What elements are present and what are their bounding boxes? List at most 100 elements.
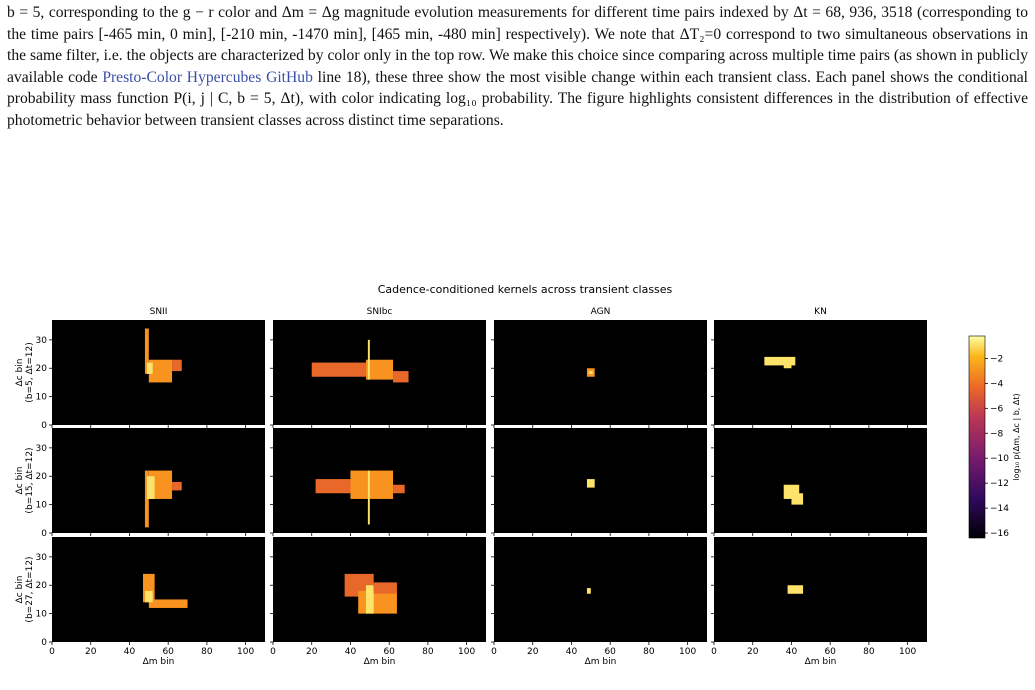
y-tick-label: 0 [41,638,47,648]
y-tick-label: 0 [41,421,47,431]
colorbar-tick-label: −16 [990,529,1009,539]
y-tick-label: 10 [36,501,48,511]
x-tick-label: 0 [711,647,717,657]
heatmap-region [311,362,366,377]
x-tick-label: 100 [458,647,475,657]
y-tick-label: 10 [36,610,48,620]
heatmap-region [764,356,796,366]
y-tick-label: 30 [36,444,48,454]
text: b = 5, corresponding to the g − r color … [7,4,1028,86]
y-axis-label: Δc bin [15,576,25,604]
panel-background [714,537,927,642]
heatmap-region [787,585,804,594]
panel-background [494,320,707,425]
colorbar-tick-label: −10 [990,454,1009,464]
heatmap-region [586,479,595,488]
y-tick-label: 20 [36,581,48,591]
heatmap-region [373,582,397,594]
x-axis-label: Δm bin [143,657,175,667]
heatmap-region [588,371,593,374]
heatmap-region [367,470,370,525]
x-tick-label: 60 [824,647,836,657]
colorbar-tick-label: −12 [990,479,1009,489]
x-tick-label: 0 [49,647,55,657]
heatmap-region [148,599,188,608]
heatmap-region [586,588,591,594]
panel-background [52,537,265,642]
panel-background [714,320,927,425]
colorbar-tick-label: −4 [990,379,1004,389]
y-tick-label: 30 [36,553,48,563]
x-tick-label: 40 [566,647,578,657]
colorbar-tick-label: −6 [990,404,1004,414]
x-tick-label: 0 [491,647,497,657]
panel-background [494,428,707,533]
heatmap-region [365,359,394,380]
heatmap-region [393,371,409,383]
x-tick-label: 40 [124,647,136,657]
link[interactable]: Presto-Color Hypercubes GitHub [102,68,313,86]
x-tick-label: 80 [422,647,434,657]
heatmap-region [148,359,173,383]
heatmap-region [791,493,804,505]
heatmap-region [172,481,182,491]
colorbar-tick-label: −2 [990,354,1003,364]
paragraph: b = 5, corresponding to the g − r color … [7,2,1028,132]
heatmap-region [144,590,153,603]
x-tick-label: 60 [162,647,174,657]
heatmap-region [350,470,394,499]
column-title: AGN [591,307,611,317]
heatmap-region [393,484,405,494]
row-label: (b=27, Δt=12) [25,556,35,622]
x-tick-label: 80 [643,647,655,657]
x-tick-label: 20 [747,647,759,657]
colorbar-tick-label: −14 [990,504,1009,514]
panel-background [714,428,927,533]
x-tick-label: 40 [345,647,357,657]
x-tick-label: 20 [85,647,97,657]
y-axis-label: Δc bin [15,359,25,387]
column-title: SNII [150,307,168,317]
y-tick-label: 30 [36,336,48,346]
x-tick-label: 40 [786,647,798,657]
y-tick-label: 10 [36,393,48,403]
x-tick-label: 60 [383,647,395,657]
colorbar [968,335,986,539]
heatmap-region [783,362,792,369]
heatmap-region [315,479,363,494]
x-tick-label: 20 [306,647,318,657]
colorbar-label: log₁₀ p(Δm, Δc | b, Δt) [1012,393,1021,480]
heatmap-region [146,362,153,374]
x-tick-label: 80 [201,647,213,657]
heatmap-region [146,476,155,499]
heatmap-region [358,590,397,614]
text: line 18), these three show the most visi… [7,68,1029,129]
y-tick-label: 20 [36,472,48,482]
x-tick-label: 80 [863,647,875,657]
figure-title: Cadence-conditioned kernels across trans… [378,283,673,296]
heatmap-region [172,359,182,372]
heatmap-region [365,585,374,614]
heatmap-region [143,573,155,603]
column-title: KN [814,307,827,317]
heatmap-region [144,470,149,528]
x-tick-label: 60 [604,647,616,657]
colorbar-tick-label: −8 [990,429,1004,439]
x-tick-label: 0 [270,647,276,657]
row-label: (b=15, Δt=12) [25,447,35,513]
y-axis-label: Δc bin [15,467,25,495]
column-title: SNIbc [367,307,393,317]
x-tick-label: 20 [527,647,539,657]
x-axis-label: Δm bin [805,657,837,667]
panel-background [494,537,707,642]
heatmap-region [367,339,370,380]
x-axis-label: Δm bin [585,657,617,667]
x-tick-label: 100 [237,647,254,657]
x-tick-label: 100 [899,647,916,657]
y-tick-label: 20 [36,364,48,374]
x-axis-label: Δm bin [364,657,396,667]
heatmap-region [144,328,149,374]
x-tick-label: 100 [679,647,696,657]
